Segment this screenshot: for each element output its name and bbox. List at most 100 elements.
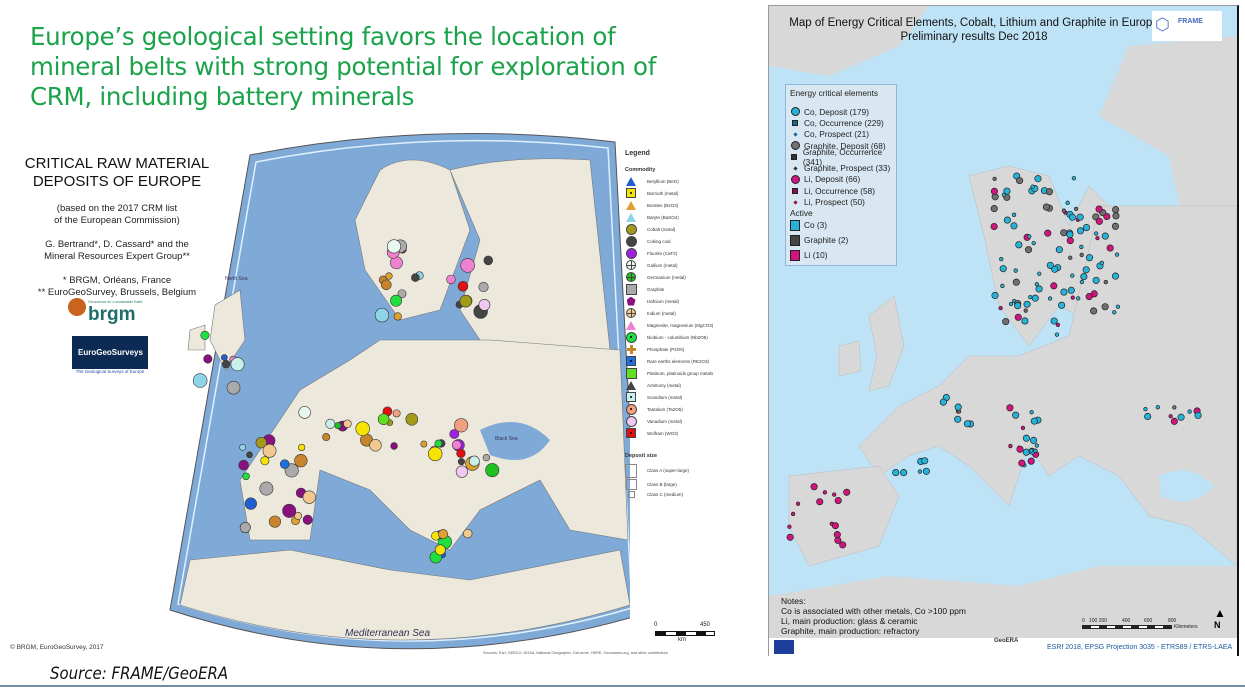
land-britain: [868, 295, 905, 392]
frame-logo-icon: ⬡: [1155, 15, 1170, 34]
note-line: Li, main production: glass & ceramic: [781, 616, 918, 626]
square-dot-symbol-icon: [625, 356, 637, 366]
land-ireland: [187, 324, 206, 351]
deposit-marker: [381, 279, 392, 291]
legend-item: Scandium (metal): [625, 391, 735, 403]
deposit-marker: [483, 255, 493, 266]
element-marker: [833, 531, 841, 539]
triangle-symbol-icon: [625, 212, 637, 222]
legend-item: Graphite, Deposit (68): [790, 140, 892, 151]
scale-tick: 100 200: [1089, 618, 1108, 624]
legend-item: Co, Deposit (179): [790, 106, 892, 117]
square-dot-symbol-icon: [625, 392, 637, 402]
deposit-marker: [268, 515, 281, 528]
deposit-marker: [457, 458, 465, 466]
land-britain: [209, 289, 246, 371]
notes-title: Notes:: [781, 596, 806, 606]
deposit-marker: [334, 422, 342, 430]
small-square-symbol-icon: [790, 187, 800, 194]
circle-dot-symbol-icon: [625, 403, 637, 415]
source-caption: Source: FRAME/GeoERA: [50, 664, 229, 684]
deposit-marker: [255, 436, 267, 449]
deposit-marker: [393, 312, 402, 321]
element-marker: [1115, 304, 1121, 309]
legend-label: Co, Prospect (21): [804, 129, 870, 140]
deposit-marker: [460, 258, 475, 273]
legend-label: Baryte (BaSO4): [647, 214, 679, 220]
legend-label: Li, Deposit (66): [804, 174, 861, 185]
deposit-marker: [298, 443, 306, 452]
element-marker: [1037, 271, 1042, 276]
element-marker: [1073, 206, 1079, 212]
sea-label: Mediterranean Sea: [345, 628, 430, 639]
deposit-marker: [451, 440, 462, 450]
scale-bar: [1082, 625, 1172, 629]
bottom-rule: [0, 685, 1245, 687]
legend-item: Fluorite (CaF2): [625, 247, 735, 259]
left-map-title: CRITICAL RAW MATERIAL DEPOSITS OF EUROPE: [12, 155, 222, 191]
brgm-logo: Geoscience for a sustainable Earth brgm: [68, 298, 158, 328]
element-marker: [1050, 317, 1058, 325]
legend-list: Co, Deposit (179) Co, Occurrence (229) Co,…: [790, 106, 892, 208]
deposit-size-title: Deposit size: [625, 453, 658, 459]
deposit-marker: [343, 419, 352, 429]
small-square-symbol-icon: [790, 153, 799, 160]
element-marker: [1112, 212, 1120, 220]
element-marker: [1006, 404, 1014, 412]
title-line: CRITICAL RAW MATERIAL: [24, 155, 210, 172]
sea-label: North Sea: [225, 276, 248, 282]
element-marker: [790, 511, 796, 517]
legend-title: Energy critical elements: [790, 88, 879, 98]
element-marker: [1114, 252, 1120, 257]
circle-symbol-icon: [625, 415, 637, 427]
legend-item: Hafnium (metal): [625, 295, 735, 307]
element-marker: [1060, 229, 1068, 237]
element-marker: [1076, 213, 1084, 221]
deposit-marker: [260, 456, 270, 466]
copyright-text: © BRGM, EuroGeoSurvey, 2017: [10, 644, 104, 651]
commodity-title: Commodity: [625, 167, 656, 173]
text-line: (based on the 2017 CRM list: [56, 203, 178, 214]
legend-item: Li, Occurrence (58): [790, 185, 892, 196]
deposit-marker: [200, 330, 210, 340]
deposit-marker: [322, 433, 331, 442]
element-marker: [1101, 232, 1109, 240]
element-marker: [1068, 255, 1073, 260]
element-marker: [1027, 234, 1032, 239]
cross-symbol-icon: [625, 344, 637, 354]
element-marker: [1014, 313, 1022, 321]
legend-label: Bismuth (metal): [647, 190, 679, 196]
legend-label: Vanadium (metal): [647, 418, 683, 424]
scale-tick: 0: [1082, 618, 1085, 624]
brgm-wordmark: brgm: [88, 304, 136, 325]
commodity-list: Beryllium (BeO) Bismuth (metal) Borates (B…: [625, 175, 735, 439]
north-arrow: ▲ N: [1214, 606, 1226, 630]
deposit-marker: [405, 413, 419, 426]
legend-label: Li, Prospect (50): [804, 197, 865, 208]
element-marker: [786, 533, 794, 541]
deposit-marker: [221, 354, 228, 361]
element-marker: [1010, 222, 1018, 230]
element-marker: [1187, 409, 1192, 414]
element-marker: [1095, 217, 1103, 225]
legend-label: Co (3): [804, 220, 828, 231]
element-marker: [917, 469, 923, 474]
element-marker: [1050, 282, 1058, 290]
authors-text: G. Bertrand*, D. Cassard* and the Mineral…: [12, 239, 222, 263]
deposit-marker: [239, 522, 251, 534]
deposit-marker: [244, 497, 257, 510]
element-marker: [1101, 303, 1109, 311]
element-marker: [1031, 294, 1039, 302]
element-marker: [1112, 206, 1120, 214]
element-marker: [843, 488, 851, 496]
geoera-logo: GeoERA: [994, 638, 1018, 644]
element-marker: [822, 490, 828, 495]
element-marker: [1030, 436, 1038, 444]
element-marker: [831, 522, 839, 530]
element-marker: [1099, 260, 1104, 266]
element-marker: [1168, 414, 1173, 419]
legend-label: Graphite (2): [804, 235, 849, 246]
square-symbol-icon: [790, 234, 800, 246]
element-marker: [1001, 192, 1007, 197]
deposit-marker: [280, 459, 290, 469]
